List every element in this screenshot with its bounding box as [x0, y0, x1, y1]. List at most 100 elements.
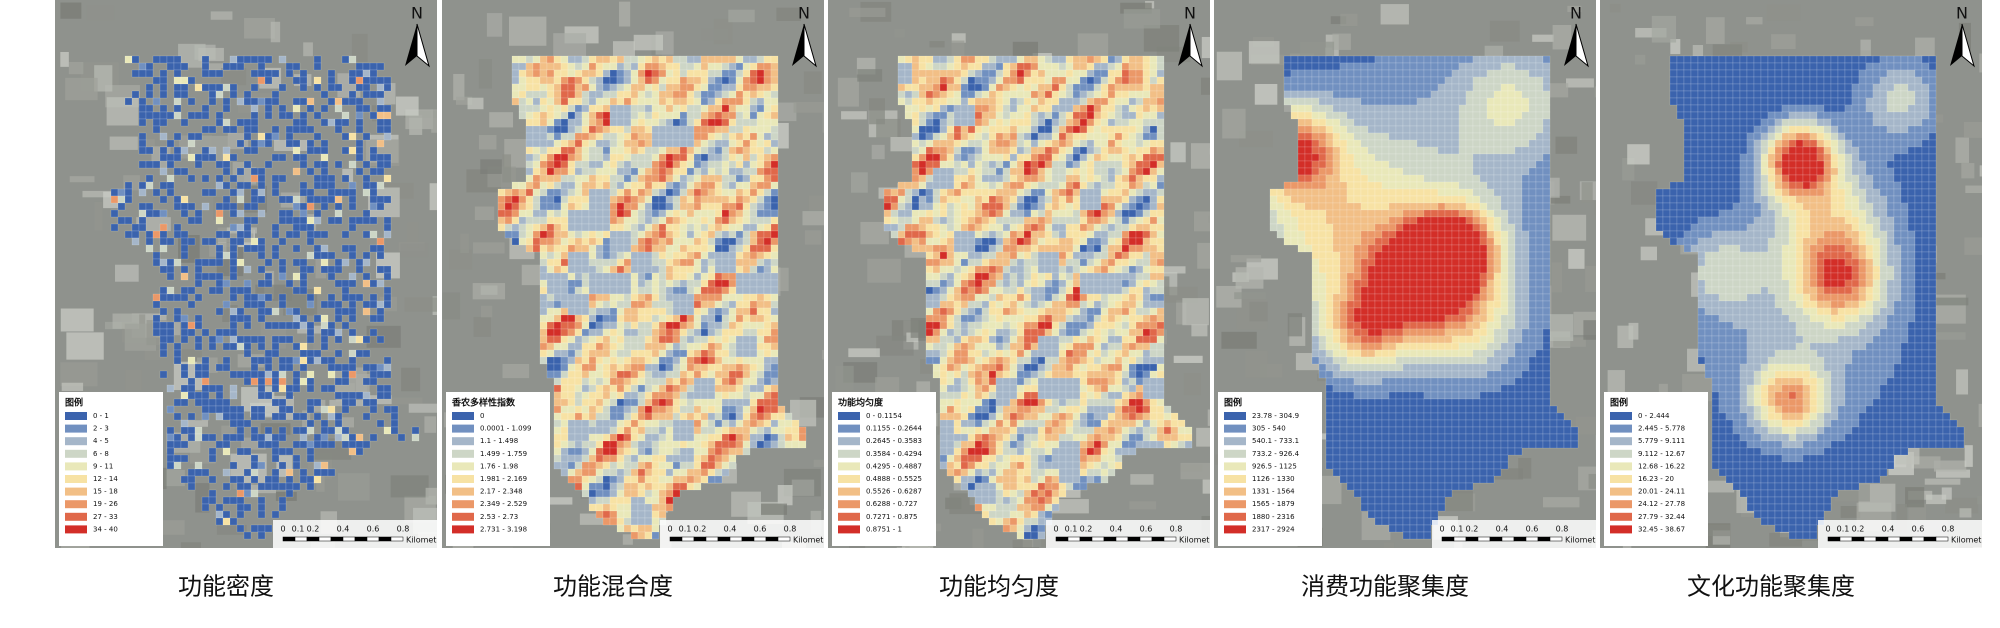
- grid-cell: [250, 454, 259, 463]
- grid-cell: [735, 307, 744, 316]
- grid-cell: [327, 300, 336, 309]
- grid-cell: [623, 475, 632, 484]
- grid-cell: [918, 174, 927, 183]
- grid-cell: [341, 370, 350, 379]
- grid-cell: [1037, 104, 1046, 113]
- grid-cell: [939, 398, 948, 407]
- grid-cell: [714, 111, 723, 120]
- grid-cell: [981, 104, 990, 113]
- grid-cell: [327, 426, 336, 435]
- grid-cell: [152, 328, 161, 337]
- grid-cell: [946, 209, 955, 218]
- grid-cell: [595, 174, 604, 183]
- grid-cell: [728, 272, 737, 281]
- grid-cell: [369, 377, 378, 386]
- grid-cell: [728, 209, 737, 218]
- grid-cell: [362, 251, 371, 260]
- grid-cell: [560, 181, 569, 190]
- grid-cell: [728, 349, 737, 358]
- imagery-block: [1040, 519, 1052, 532]
- grid-cell: [595, 328, 604, 337]
- grid-cell: [518, 97, 527, 106]
- grid-cell: [595, 244, 604, 253]
- grid-cell: [602, 412, 611, 421]
- grid-cell: [679, 230, 688, 239]
- grid-cell: [553, 104, 562, 113]
- grid-cell: [609, 188, 618, 197]
- grid-cell: [560, 363, 569, 372]
- grid-cell: [588, 160, 597, 169]
- grid-cell: [532, 153, 541, 162]
- grid-cell: [630, 153, 639, 162]
- grid-cell: [257, 244, 266, 253]
- grid-cell: [932, 153, 941, 162]
- grid-cell: [679, 146, 688, 155]
- grid-cell: [581, 125, 590, 134]
- imagery-block: [1201, 36, 1210, 59]
- grid-cell: [616, 461, 625, 470]
- grid-cell: [124, 181, 133, 190]
- grid-cell: [595, 300, 604, 309]
- scale-label: 0.6: [754, 525, 767, 534]
- grid-cell: [299, 181, 308, 190]
- grid-cell: [236, 342, 245, 351]
- grid-cell: [588, 307, 597, 316]
- north-arrow: [792, 24, 804, 66]
- grid-cell: [960, 97, 969, 106]
- grid-cell: [376, 335, 385, 344]
- grid-cell: [770, 202, 779, 211]
- grid-cell: [560, 111, 569, 120]
- grid-cell: [981, 286, 990, 295]
- grid-cell: [707, 370, 716, 379]
- grid-cell: [665, 160, 674, 169]
- grid-cell: [208, 475, 217, 484]
- grid-cell: [292, 202, 301, 211]
- grid-cell: [637, 363, 646, 372]
- grid-cell: [630, 349, 639, 358]
- grid-cell: [672, 258, 681, 267]
- grid-cell: [539, 216, 548, 225]
- grid-cell: [546, 111, 555, 120]
- grid-cell: [292, 167, 301, 176]
- grid-cell: [152, 209, 161, 218]
- grid-cell: [623, 503, 632, 512]
- grid-cell: [602, 111, 611, 120]
- grid-cell: [348, 272, 357, 281]
- grid-cell: [686, 377, 695, 386]
- grid-cell: [334, 97, 343, 106]
- grid-cell: [383, 405, 392, 414]
- grid-cell: [588, 426, 597, 435]
- grid-cell: [1037, 146, 1046, 155]
- grid-cell: [763, 97, 772, 106]
- grid-cell: [742, 181, 751, 190]
- grid-cell: [616, 258, 625, 267]
- grid-cell: [974, 167, 983, 176]
- grid-cell: [658, 160, 667, 169]
- grid-cell: [1037, 181, 1046, 190]
- legend-swatch: [452, 512, 474, 521]
- grid-cell: [383, 111, 392, 120]
- grid-cell: [904, 104, 913, 113]
- grid-cell: [742, 342, 751, 351]
- grid-cell: [166, 328, 175, 337]
- grid-cell: [201, 104, 210, 113]
- grid-cell: [932, 118, 941, 127]
- grid-cell: [939, 272, 948, 281]
- grid-cell: [609, 62, 618, 71]
- grid-cell: [518, 83, 527, 92]
- grid-cell: [679, 111, 688, 120]
- grid-cell: [1002, 181, 1011, 190]
- grid-cell: [953, 265, 962, 274]
- grid-cell: [560, 237, 569, 246]
- grid-cell: [672, 90, 681, 99]
- grid-cell: [630, 524, 639, 533]
- grid-cell: [925, 202, 934, 211]
- grid-cell: [749, 118, 758, 127]
- grid-cell: [320, 258, 329, 267]
- grid-cell: [693, 363, 702, 372]
- grid-cell: [630, 55, 639, 64]
- grid-cell: [665, 489, 674, 498]
- grid-cell: [988, 405, 997, 414]
- grid-cell: [383, 370, 392, 379]
- grid-cell: [278, 216, 287, 225]
